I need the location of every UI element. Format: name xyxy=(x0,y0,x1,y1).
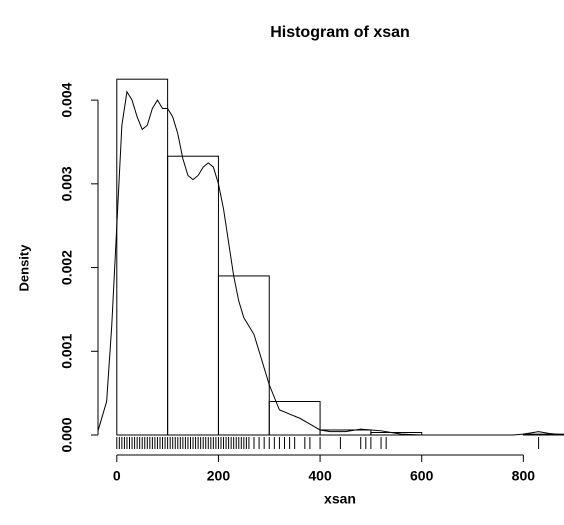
y-axis-label: Density xyxy=(16,244,31,292)
density-line xyxy=(97,90,564,436)
chart-title: Histogram of xsan xyxy=(270,24,410,41)
y-tick-label: 0.004 xyxy=(59,82,75,117)
x-tick-label: 200 xyxy=(207,468,231,484)
x-tick-label: 600 xyxy=(410,468,434,484)
bar xyxy=(370,431,423,436)
x-tick-label: 800 xyxy=(512,468,536,484)
bar xyxy=(268,401,321,436)
y-tick-label: 0.000 xyxy=(59,417,75,452)
x-axis-label: xsan xyxy=(324,491,356,507)
bar xyxy=(217,275,270,436)
x-tick-label: 0 xyxy=(113,468,121,484)
x-tick-label: 400 xyxy=(308,468,332,484)
bar xyxy=(167,155,219,436)
y-tick-label: 0.002 xyxy=(59,250,75,285)
y-tick-label: 0.001 xyxy=(59,334,75,369)
bar xyxy=(116,78,169,436)
y-tick-label: 0.003 xyxy=(59,166,75,201)
